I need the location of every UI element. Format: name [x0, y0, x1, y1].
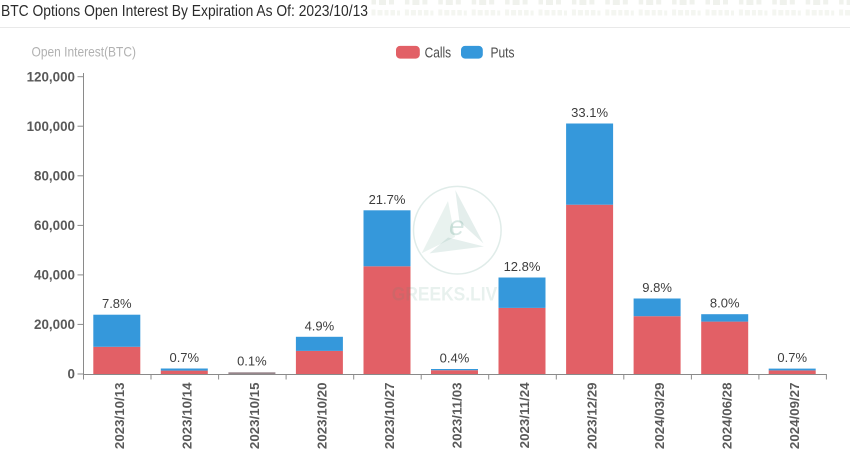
svg-text:2023/10/14: 2023/10/14: [179, 382, 194, 449]
svg-text:9.8%: 9.8%: [642, 280, 672, 295]
svg-text:2023/12/29: 2023/12/29: [585, 383, 600, 450]
svg-text:40,000: 40,000: [34, 268, 75, 283]
svg-text:0: 0: [68, 367, 75, 382]
svg-text:12.8%: 12.8%: [504, 259, 541, 274]
svg-text:2024/03/29: 2024/03/29: [652, 383, 667, 450]
svg-text:2024/06/28: 2024/06/28: [720, 383, 735, 450]
svg-text:2023/10/15: 2023/10/15: [247, 382, 262, 449]
svg-text:21.7%: 21.7%: [369, 192, 406, 207]
svg-text:GREEKS.LIVE: GREEKS.LIVE: [392, 285, 509, 306]
svg-text:2024/09/27: 2024/09/27: [787, 383, 802, 450]
svg-text:0.4%: 0.4%: [440, 351, 470, 366]
svg-text:7.8%: 7.8%: [102, 296, 132, 311]
svg-text:e: e: [449, 210, 465, 241]
svg-text:8.0%: 8.0%: [710, 296, 740, 311]
svg-text:2023/10/27: 2023/10/27: [382, 383, 397, 450]
svg-text:2023/11/03: 2023/11/03: [450, 383, 465, 449]
svg-text:2023/11/24: 2023/11/24: [517, 382, 532, 448]
svg-text:60,000: 60,000: [34, 218, 75, 233]
svg-text:Calls: Calls: [425, 46, 452, 62]
svg-text:80,000: 80,000: [34, 168, 75, 183]
svg-text:20,000: 20,000: [34, 317, 75, 332]
svg-text:Puts: Puts: [491, 46, 515, 62]
svg-text:2023/10/20: 2023/10/20: [314, 383, 329, 450]
svg-text:33.1%: 33.1%: [571, 105, 608, 120]
svg-text:120,000: 120,000: [27, 69, 75, 84]
svg-text:2023/10/13: 2023/10/13: [112, 383, 127, 450]
svg-text:100,000: 100,000: [27, 119, 75, 134]
svg-text:0.1%: 0.1%: [237, 353, 267, 368]
svg-text:4.9%: 4.9%: [305, 318, 335, 333]
svg-text:0.7%: 0.7%: [777, 350, 807, 365]
svg-text:0.7%: 0.7%: [169, 350, 199, 365]
svg-text:BTC Options Open Interest By E: BTC Options Open Interest By Expiration …: [1, 3, 368, 20]
svg-text:Open Interest(BTC): Open Interest(BTC): [32, 44, 137, 60]
